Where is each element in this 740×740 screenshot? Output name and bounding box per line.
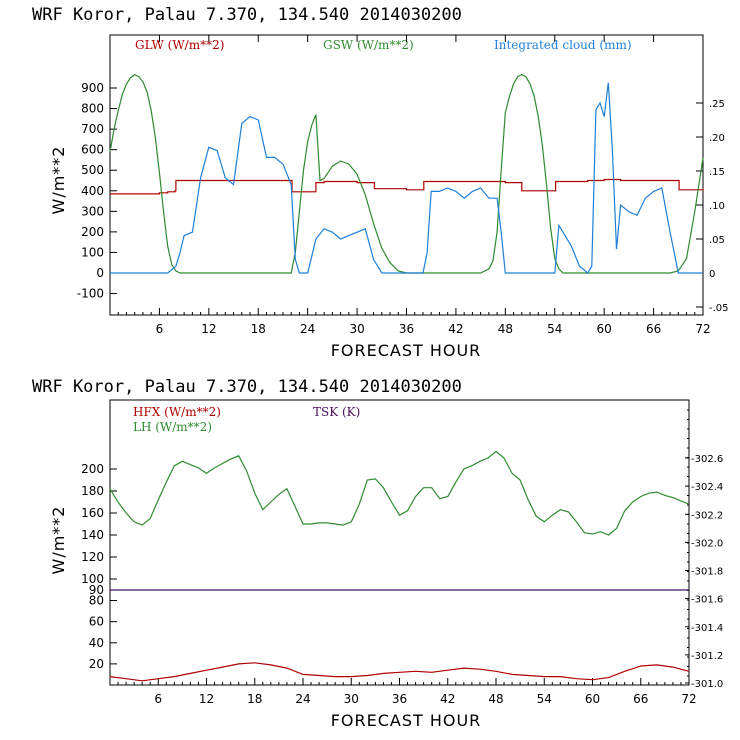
y-tick-label: 500 [81, 163, 104, 177]
series-line-2 [110, 82, 703, 274]
y2-tick-label: .05 [709, 235, 725, 246]
x-tick-label: 72 [681, 692, 696, 706]
y-tick-label: 800 [81, 102, 104, 116]
x-tick-label: 18 [247, 692, 262, 706]
plot-frame [109, 399, 690, 686]
x-tick-label: 72 [695, 322, 710, 336]
legend-cloud: Integrated cloud (mm) [494, 38, 632, 52]
y2-axis-ticks: -302.6 -302.4 -302.2 -302.0 -301.8 -301.6 -301… [685, 409, 723, 690]
x-tick-label: 24 [300, 322, 315, 336]
y2-tick-label: -302.0 [691, 538, 723, 549]
y2-tick-label: .15 [709, 167, 725, 178]
chart-panel-top: WRF Koror, Palau 7.370, 134.540 20140302… [32, 5, 729, 360]
x-tick-label: 36 [399, 322, 414, 336]
x-tick-label: 30 [349, 322, 364, 336]
y2-axis-ticks: .25 .20 .15 .10 .05 0 -.05 [696, 99, 729, 314]
y-tick-label: 0 [96, 266, 104, 280]
series-line-0 [110, 178, 704, 195]
y-tick-label: 200 [81, 462, 104, 476]
y-tick-label: 160 [81, 506, 104, 520]
legend-glw: GLW (W/m**2) [135, 38, 224, 52]
x-axis-label: FORECAST HOUR [331, 711, 482, 730]
y-tick-label: 40 [89, 636, 104, 650]
y-tick-label: 700 [81, 122, 104, 136]
x-tick-label: 18 [251, 322, 266, 336]
x-tick-label: 60 [597, 322, 612, 336]
chart-panel-bottom: WRF Koror, Palau 7.370, 134.540 20140302… [0, 370, 740, 740]
x-tick-label: 54 [537, 692, 552, 706]
x-tick-label: 48 [498, 322, 513, 336]
y2-tick-label: -301.6 [691, 595, 723, 606]
x-tick-label: 36 [392, 692, 407, 706]
y2-tick-label: -302.2 [691, 510, 723, 521]
x-tick-label: 48 [488, 692, 503, 706]
x-tick-label: 12 [201, 322, 216, 336]
x-tick-label: 66 [633, 692, 648, 706]
y-tick-label: 180 [81, 484, 104, 498]
legend-gsw: GSW (W/m**2) [323, 38, 414, 52]
series-line-1 [109, 450, 690, 536]
x-tick-label: 60 [585, 692, 600, 706]
y-axis-label: W/m**2 [49, 506, 68, 575]
y-tick-label: 90 [89, 583, 104, 597]
chart-title: WRF Koror, Palau 7.370, 134.540 20140302… [32, 377, 462, 397]
legend-tsk: TSK (K) [313, 405, 360, 419]
y-tick-label: -100 [77, 287, 104, 301]
x-tick-label: 12 [199, 692, 214, 706]
chart-title: WRF Koror, Palau 7.370, 134.540 20140302… [32, 5, 462, 25]
y-tick-label: 120 [81, 550, 104, 564]
y-tick-label: 80 [89, 594, 104, 608]
x-tick-label: 66 [646, 322, 661, 336]
y2-tick-label: -301.4 [691, 623, 723, 634]
y-axis-label: W/m**2 [49, 146, 68, 215]
y-tick-label: 400 [81, 184, 104, 198]
x-tick-label: 54 [547, 322, 562, 336]
x-axis-ticks: 6 12 18 24 30 36 42 48 54 60 66 72 [117, 35, 711, 336]
y-tick-label: 600 [81, 143, 104, 157]
y-tick-label: 60 [89, 615, 104, 629]
y2-tick-label: .20 [709, 133, 725, 144]
series-line-1 [109, 73, 704, 274]
y-tick-label: 900 [81, 81, 104, 95]
y2-tick-label: .25 [709, 99, 725, 110]
y-tick-label: 100 [81, 245, 104, 259]
series-lines [109, 450, 690, 682]
y2-tick-label: -301.8 [691, 567, 723, 578]
series-line-0 [109, 662, 690, 682]
legend-lh: LH (W/m**2) [133, 420, 212, 434]
y-tick-label: 20 [89, 657, 104, 671]
y2-tick-label: -302.4 [691, 482, 723, 493]
x-tick-label: 30 [344, 692, 359, 706]
x-tick-label: 24 [295, 692, 310, 706]
legend-hfx: HFX (W/m**2) [133, 405, 221, 419]
x-axis-ticks: 6 12 18 24 30 36 42 48 54 60 66 72 [117, 678, 697, 706]
x-tick-label: 42 [440, 692, 455, 706]
x-tick-label: 6 [156, 322, 164, 336]
y2-tick-label: 0 [709, 269, 715, 280]
y-tick-label: 200 [81, 225, 104, 239]
chart-top: WRF Koror, Palau 7.370, 134.540 20140302… [32, 5, 729, 360]
chart-bottom: WRF Koror, Palau 7.370, 134.540 20140302… [32, 377, 723, 730]
y-tick-label: 300 [81, 204, 104, 218]
y2-tick-label: -.05 [709, 303, 729, 314]
y-tick-label: 100 [81, 572, 104, 586]
x-axis-label: FORECAST HOUR [331, 341, 482, 360]
series-lines [109, 73, 704, 274]
y2-tick-label: -301.0 [691, 679, 723, 690]
y2-tick-label: .10 [709, 201, 725, 212]
y-axis-ticks: -100 0 100 200 300 400 500 600 700 800 900 [77, 81, 117, 301]
y2-tick-label: -302.6 [691, 454, 723, 465]
y2-tick-label: -301.2 [691, 651, 723, 662]
y-tick-label: 140 [81, 528, 104, 542]
x-tick-label: 42 [448, 322, 463, 336]
x-tick-label: 6 [154, 692, 162, 706]
